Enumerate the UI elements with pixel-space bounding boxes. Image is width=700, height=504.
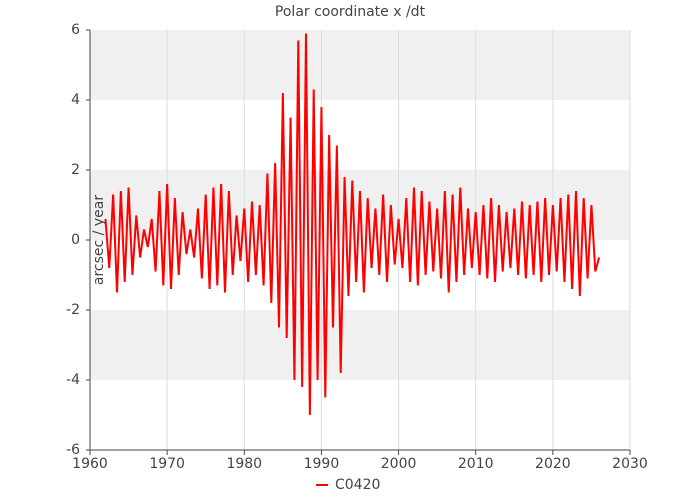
x-tick-label: 2010 — [458, 456, 494, 472]
y-tick-label: 0 — [71, 232, 80, 248]
y-tick-label: -6 — [66, 442, 80, 458]
background — [89, 30, 631, 450]
x-tick-label: 1970 — [149, 456, 185, 472]
x-tick-label: 2000 — [381, 456, 417, 472]
y-tick-label: -2 — [66, 302, 80, 318]
x-tick-label: 1980 — [226, 456, 262, 472]
legend-label: C0420 — [335, 477, 380, 493]
y-axis-label: arcsec / year — [91, 195, 107, 285]
x-tick-label: 1990 — [304, 456, 340, 472]
x-tick-label: 2020 — [535, 456, 571, 472]
y-tick-label: 2 — [71, 162, 80, 178]
band — [90, 310, 630, 380]
x-tick-label: 1960 — [72, 456, 108, 472]
band — [90, 30, 630, 100]
series-line — [104, 33, 601, 416]
y-tick-label: 4 — [71, 92, 80, 108]
x-tick-label: 2030 — [612, 456, 648, 472]
chart-title: Polar coordinate x /dt — [275, 4, 426, 20]
y-tick-label: -4 — [66, 372, 80, 388]
y-tick-label: 6 — [71, 22, 80, 38]
